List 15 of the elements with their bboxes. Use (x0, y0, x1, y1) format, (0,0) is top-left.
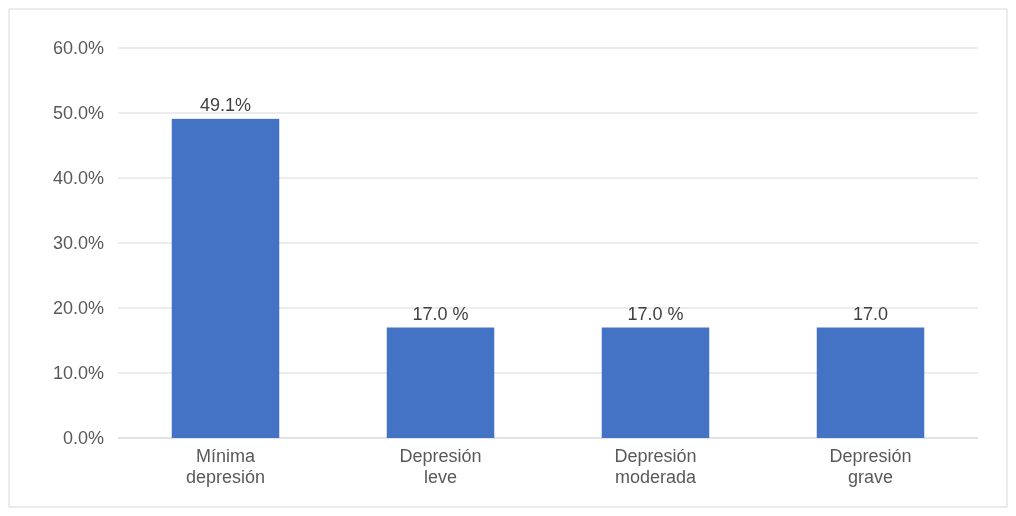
x-tick-label: Depresión grave (829, 446, 912, 487)
y-tick-label: 30.0% (52, 233, 104, 254)
data-label: 17.0 % (627, 303, 684, 324)
y-tick-label: 0.0% (62, 428, 104, 449)
y-tick-label: 20.0% (52, 298, 104, 319)
x-tick-label: Depresión leve (399, 446, 482, 487)
data-label: 17.0 (852, 303, 889, 324)
data-label: 17.0 % (412, 303, 469, 324)
y-tick-label: 50.0% (52, 103, 104, 124)
x-tick-label: Depresión moderada (614, 446, 698, 487)
y-tick-label: 40.0% (52, 168, 104, 189)
x-tick-label: Mínima depresión (185, 446, 266, 487)
data-label: 49.1% (199, 94, 252, 115)
y-tick-label: 60.0% (52, 38, 104, 59)
y-tick-label: 10.0% (52, 363, 104, 384)
